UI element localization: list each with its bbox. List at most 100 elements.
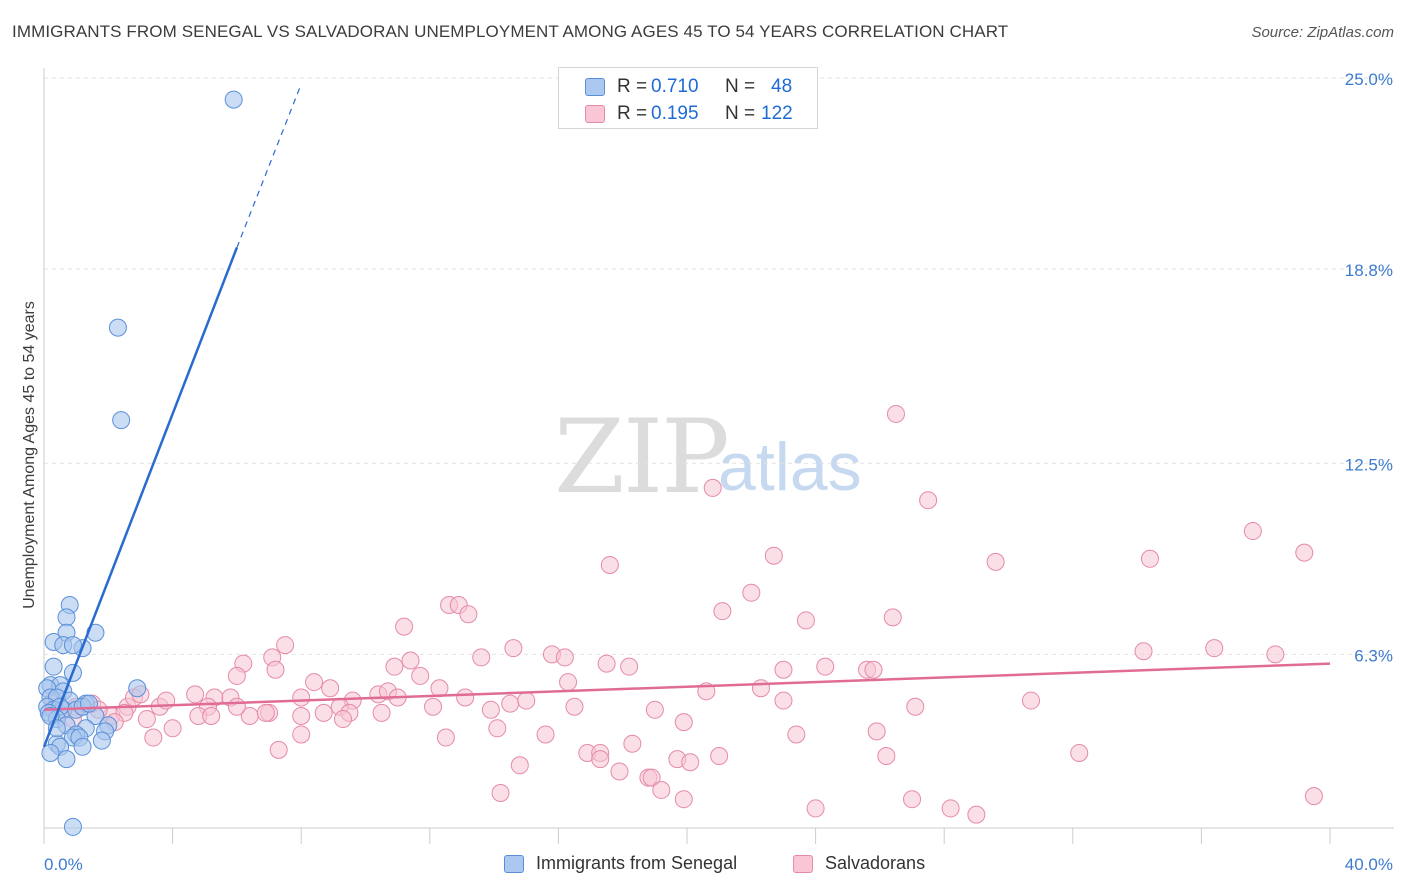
salvadorans-point: [816, 657, 835, 676]
watermark-atlas: atlas: [718, 429, 862, 505]
salvadorans-point: [597, 654, 616, 673]
senegal-trendline: [42, 247, 239, 748]
legend-swatch-senegal: [585, 78, 605, 96]
salvadorans-point: [623, 734, 642, 753]
salvadorans-point: [774, 660, 793, 679]
senegal-point: [108, 318, 127, 337]
salvadorans-point: [919, 491, 938, 510]
senegal-point: [92, 731, 111, 750]
legend-r-value: 0.710: [651, 76, 699, 97]
salvadorans-point: [1022, 691, 1041, 710]
salvadorans-point: [292, 688, 311, 707]
salvadorans-point: [559, 673, 578, 692]
salvadorans-point: [305, 673, 324, 692]
salvadorans-point: [906, 697, 925, 716]
bottom-legend-label-senegal: Immigrants from Senegal: [536, 853, 738, 873]
salvadorans-point: [1070, 743, 1089, 762]
salvadorans-point: [321, 679, 340, 698]
senegal-point: [73, 737, 92, 756]
salvadorans-point: [1140, 549, 1159, 568]
salvadorans-point: [472, 648, 491, 667]
correlation-legend: R = 0.710 N = 48 R = 0.195 N = 122: [558, 67, 818, 129]
legend-r-label: R =: [617, 103, 648, 124]
salvadorans-point: [256, 703, 275, 722]
salvadorans-point: [266, 660, 285, 679]
salvadorans-point: [488, 719, 507, 738]
legend-swatch-salvadorans: [585, 105, 605, 123]
salvadorans-point: [565, 697, 584, 716]
y-tick-label: 12.5%: [1345, 455, 1393, 474]
salvadorans-point: [481, 700, 500, 719]
bottom-legend-swatch-salvadorans: [793, 855, 813, 873]
salvadorans-point: [395, 617, 414, 636]
salvadorans-point: [867, 722, 886, 741]
salvadorans-point: [1134, 642, 1153, 661]
bottom-legend-label-salvadorans: Salvadorans: [825, 853, 926, 873]
senegal-point: [112, 411, 131, 430]
y-tick-label: 18.8%: [1345, 261, 1393, 280]
salvadorans-point: [652, 780, 671, 799]
salvadorans-point: [536, 725, 555, 744]
senegal-point: [63, 636, 82, 655]
salvadorans-point: [459, 605, 478, 624]
salvadorans-point: [227, 697, 246, 716]
salvadorans-point: [456, 688, 475, 707]
salvadorans-point: [1243, 522, 1262, 541]
salvadorans-point: [163, 719, 182, 738]
salvadorans-point: [941, 799, 960, 818]
senegal-point: [41, 743, 60, 762]
salvadorans-point: [742, 583, 761, 602]
chart-title: IMMIGRANTS FROM SENEGAL VS SALVADORAN UN…: [12, 22, 1009, 41]
salvadorans-point: [333, 710, 352, 729]
salvadorans-point: [620, 657, 639, 676]
salvadorans-point: [864, 660, 883, 679]
salvadorans-point: [436, 728, 455, 747]
salvadorans-point: [491, 784, 510, 803]
salvadorans-point: [501, 694, 520, 713]
salvadorans-point: [1304, 787, 1323, 806]
salvadorans-point: [510, 756, 529, 775]
salvadorans-point: [751, 679, 770, 698]
salvadorans-point: [555, 648, 574, 667]
salvadorans-point: [1266, 645, 1285, 664]
salvadorans-point: [681, 753, 700, 772]
salvadorans-point: [883, 608, 902, 627]
salvadorans-point: [424, 697, 443, 716]
salvadorans-point: [710, 747, 729, 766]
salvadorans-point: [1295, 543, 1314, 562]
salvadorans-point: [137, 710, 156, 729]
legend-n-label: N =: [725, 103, 756, 124]
y-tick-label: 25.0%: [1345, 70, 1393, 89]
senegal-point: [57, 750, 76, 769]
legend-n-label: N =: [725, 76, 756, 97]
senegal-point: [44, 657, 63, 676]
senegal-point: [57, 608, 76, 627]
salvadorans-point: [186, 685, 205, 704]
y-axis-title: Unemployment Among Ages 45 to 54 years: [21, 301, 38, 609]
salvadorans-point: [674, 713, 693, 732]
salvadorans-point: [764, 546, 783, 565]
salvadorans-point: [401, 651, 420, 670]
salvadorans-point: [774, 691, 793, 710]
salvadorans-point: [504, 639, 523, 658]
salvadorans-point: [227, 666, 246, 685]
salvadorans-point: [796, 611, 815, 630]
senegal-point: [63, 817, 82, 836]
salvadorans-point: [202, 706, 221, 725]
source-label: Source: ZipAtlas.com: [1251, 24, 1394, 41]
salvadorans-point: [269, 740, 288, 759]
salvadorans-point: [610, 762, 629, 781]
salvadorans-point: [411, 666, 430, 685]
salvadorans-point: [703, 478, 722, 497]
salvadorans-point: [600, 555, 619, 574]
salvadorans-point: [314, 703, 333, 722]
salvadorans-point: [713, 602, 732, 621]
legend-r-value: 0.195: [651, 103, 699, 124]
salvadorans-point: [517, 691, 536, 710]
salvadorans-point: [642, 768, 661, 787]
salvadorans-point: [886, 404, 905, 423]
salvadorans-point: [372, 703, 391, 722]
salvadorans-point: [292, 725, 311, 744]
x-tick-label: 40.0%: [1345, 855, 1393, 874]
